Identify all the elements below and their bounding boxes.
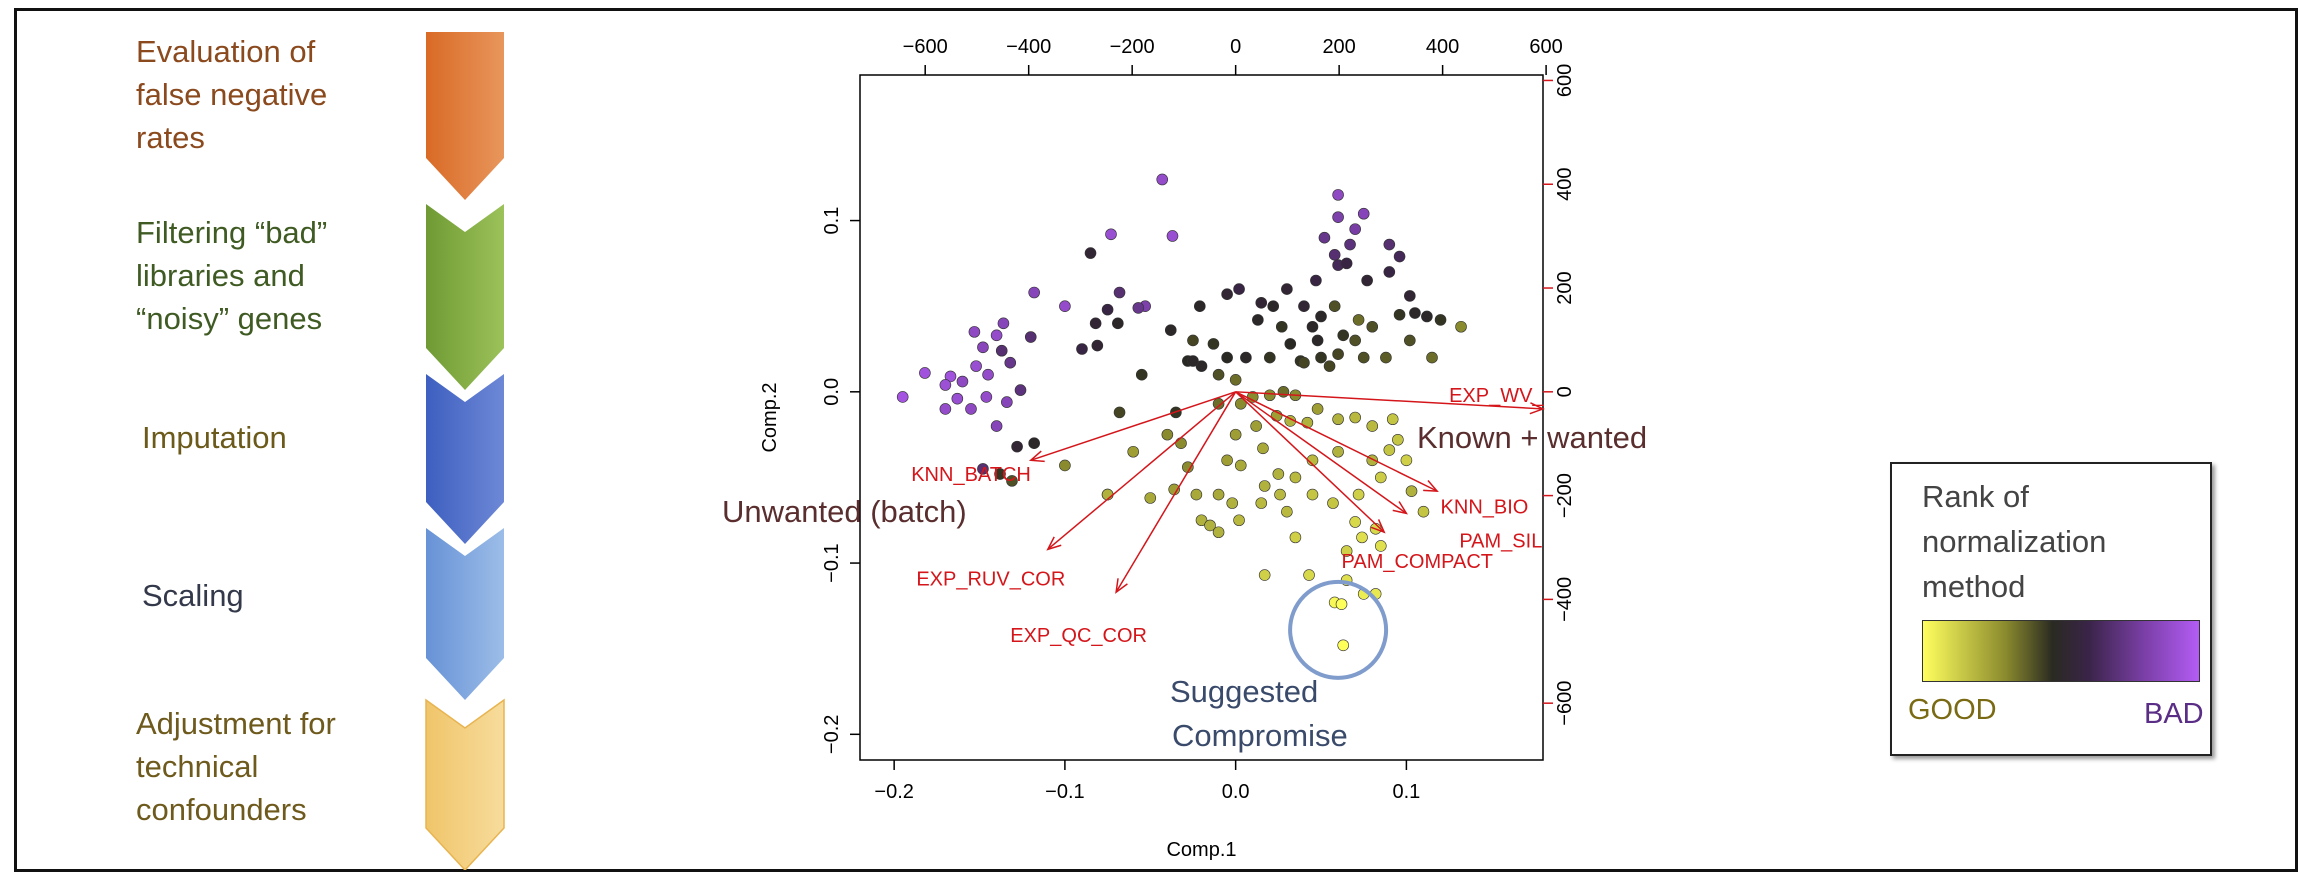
step-label-imputation: Imputation	[142, 420, 287, 455]
chevron-filtering	[426, 204, 504, 390]
chevron-scaling	[426, 528, 504, 700]
slide-frame	[14, 8, 2298, 872]
chevron-imputation	[426, 374, 504, 544]
step-label-false-negative: Evaluation of false negative rates	[136, 34, 328, 155]
legend-good-label: GOOD	[1908, 694, 1997, 726]
legend: Rank of normalization method GOOD BAD	[1890, 462, 2212, 756]
chevron-adjustment	[425, 698, 505, 870]
step-label-adjustment: Adjustment for technical confounders	[136, 706, 336, 827]
workflow-chevrons	[425, 32, 505, 870]
legend-colorbar	[1922, 620, 2200, 682]
legend-bad-label: BAD	[2144, 698, 2204, 730]
legend-title: Rank of normalization method	[1922, 479, 2107, 604]
chevron-evaluation	[426, 32, 504, 200]
step-label-scaling: Scaling	[142, 578, 244, 613]
step-label-filtering: Filtering “bad” libraries and “noisy” ge…	[136, 215, 328, 336]
